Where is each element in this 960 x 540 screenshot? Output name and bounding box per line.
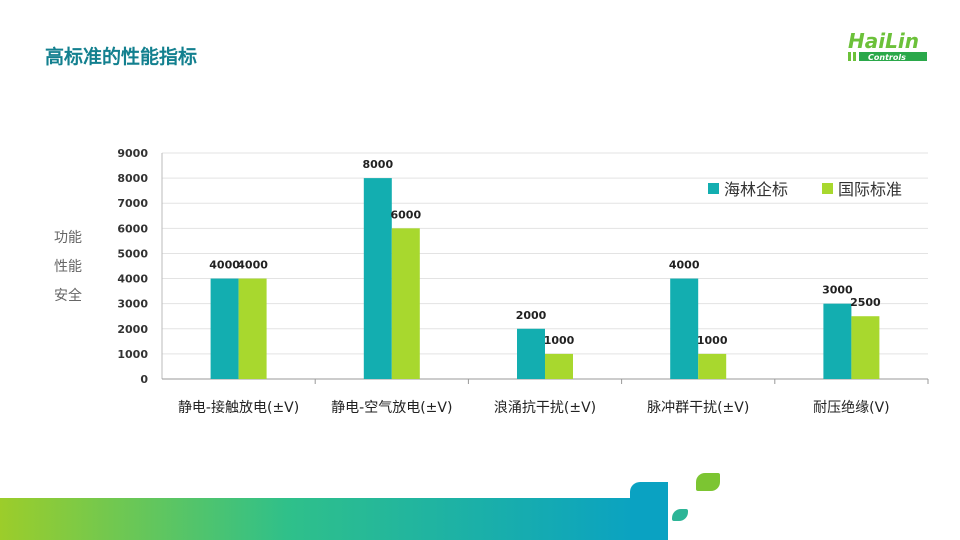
data-label: 4000 (237, 259, 268, 272)
data-label: 8000 (362, 158, 393, 171)
y-axis-side-label: 功能 性能 安全 (54, 224, 88, 311)
y-tick-label: 3000 (117, 298, 148, 311)
y-tick-label: 0 (140, 373, 148, 386)
data-label: 2500 (850, 296, 881, 309)
bar (698, 353, 727, 379)
data-label: 3000 (822, 284, 853, 297)
deco-square (696, 473, 720, 491)
y-tick-label: 4000 (117, 273, 148, 286)
deco-square (630, 482, 668, 540)
y-tick-label: 5000 (117, 247, 148, 260)
bar (823, 303, 852, 379)
footer-gradient-band (0, 498, 640, 540)
deco-square (672, 509, 688, 521)
x-tick-label: 静电-空气放电(±V) (331, 400, 452, 416)
bar (391, 228, 420, 379)
data-label: 4000 (209, 259, 240, 272)
bar (517, 328, 545, 379)
legend-label: 海林企标 (724, 180, 788, 199)
data-label: 1000 (544, 334, 575, 347)
bar (363, 178, 392, 379)
side-label-line: 功能 (54, 230, 82, 246)
bar (545, 353, 573, 379)
x-tick-label: 静电-接触放电(±V) (178, 399, 299, 416)
page-title: 高标准的性能指标 (45, 46, 198, 68)
bar (238, 278, 267, 379)
y-tick-label: 7000 (117, 197, 148, 210)
side-label-line: 安全 (54, 288, 82, 304)
bar (210, 278, 239, 379)
bar (670, 278, 699, 379)
bar (851, 316, 880, 379)
side-label-line: 性能 (54, 259, 82, 275)
y-tick-label: 2000 (117, 323, 148, 336)
data-label: 2000 (516, 309, 547, 322)
hailin-logo: HaiLin Controls (848, 29, 927, 62)
y-tick-label: 9000 (117, 147, 148, 160)
legend-swatch (708, 183, 719, 194)
x-tick-label: 耐压绝缘(V) (813, 400, 890, 416)
data-label: 4000 (669, 259, 700, 272)
y-tick-label: 8000 (117, 172, 148, 185)
legend-swatch (822, 183, 833, 194)
legend-label: 国际标准 (838, 180, 902, 199)
x-tick-label: 脉冲群干扰(±V) (647, 400, 749, 416)
data-label: 1000 (697, 334, 728, 347)
data-label: 6000 (390, 208, 421, 221)
x-tick-label: 浪涌抗干扰(±V) (494, 400, 596, 416)
y-tick-label: 6000 (117, 222, 148, 235)
svg-text:HaiLin: HaiLin (848, 29, 919, 53)
y-tick-label: 1000 (117, 348, 148, 361)
svg-text:Controls: Controls (868, 53, 906, 62)
